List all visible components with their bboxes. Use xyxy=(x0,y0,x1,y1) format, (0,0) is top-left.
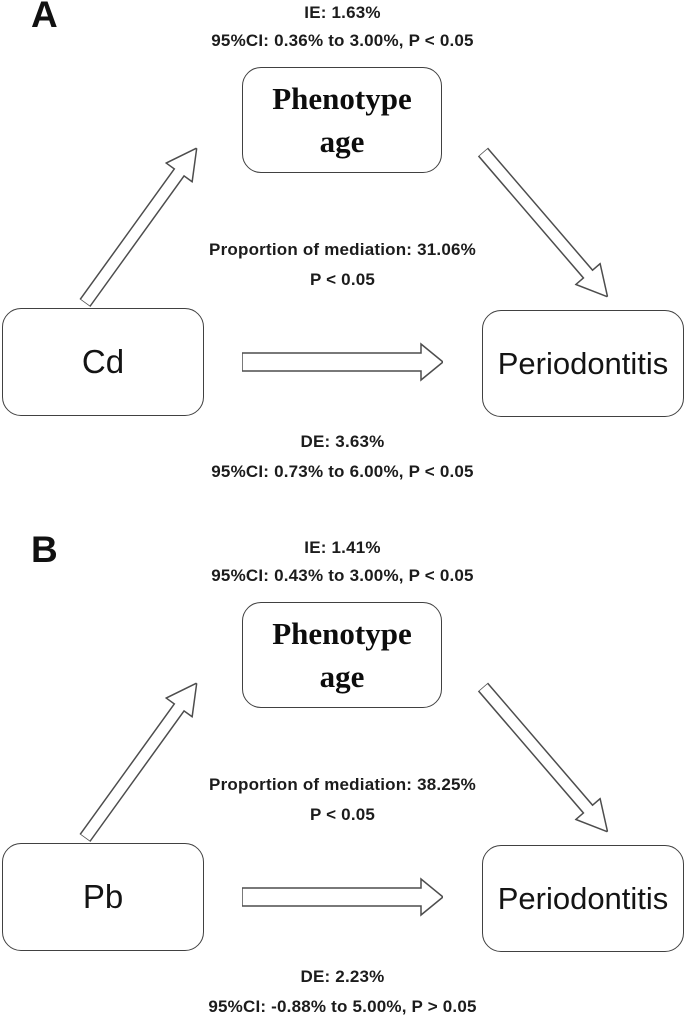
indirect-effect-value: IE: 1.63% xyxy=(304,3,381,22)
proportion-p-value: P < 0.05 xyxy=(309,805,376,824)
exposure-node: Cd xyxy=(2,308,204,416)
direct-effect-value: DE: 3.63% xyxy=(300,432,385,451)
exposure-label: Pb xyxy=(82,878,124,915)
exposure-label: Cd xyxy=(81,343,125,380)
exposure-node: Pb xyxy=(2,843,204,951)
proportion-p-value: P < 0.05 xyxy=(309,270,376,289)
mediator-label-line1: Phenotype xyxy=(272,80,412,116)
direct-effect-value: DE: 2.23% xyxy=(300,967,385,986)
arrow-mediator-to-outcome-icon xyxy=(477,147,609,299)
proportion-of-mediation: Proportion of mediation: 38.25% xyxy=(209,775,476,794)
panel-b-label: B xyxy=(31,529,58,570)
panel-a-label: A xyxy=(31,0,58,35)
panel-a: A IE: 1.63% 95%CI: 0.36% to 3.00%, P < 0… xyxy=(0,0,685,487)
arrow-exposure-to-outcome-icon xyxy=(242,877,443,917)
mediator-label-line2: age xyxy=(319,124,365,159)
panel-b: B IE: 1.41% 95%CI: 0.43% to 3.00%, P < 0… xyxy=(0,529,685,1022)
indirect-effect-ci: 95%CI: 0.36% to 3.00%, P < 0.05 xyxy=(211,31,474,50)
direct-effect-ci: 95%CI: -0.88% to 5.00%, P > 0.05 xyxy=(208,997,477,1016)
mediator-label-line2: age xyxy=(319,659,365,694)
outcome-label: Periodontitis xyxy=(497,345,669,381)
arrow-exposure-to-mediator-icon xyxy=(79,146,198,308)
arrow-exposure-to-mediator-icon xyxy=(79,681,198,843)
arrow-exposure-to-outcome-icon xyxy=(242,342,443,382)
outcome-node: Periodontitis xyxy=(482,310,684,417)
outcome-label: Periodontitis xyxy=(497,880,669,916)
mediator-node: Phenotype age xyxy=(242,602,442,708)
indirect-effect-ci: 95%CI: 0.43% to 3.00%, P < 0.05 xyxy=(211,566,474,585)
outcome-node: Periodontitis xyxy=(482,845,684,952)
indirect-effect-value: IE: 1.41% xyxy=(304,538,381,557)
proportion-of-mediation: Proportion of mediation: 31.06% xyxy=(209,240,476,259)
mediator-label-line1: Phenotype xyxy=(272,615,412,651)
direct-effect-ci: 95%CI: 0.73% to 6.00%, P < 0.05 xyxy=(211,462,474,481)
arrow-mediator-to-outcome-icon xyxy=(477,682,609,834)
mediator-node: Phenotype age xyxy=(242,67,442,173)
